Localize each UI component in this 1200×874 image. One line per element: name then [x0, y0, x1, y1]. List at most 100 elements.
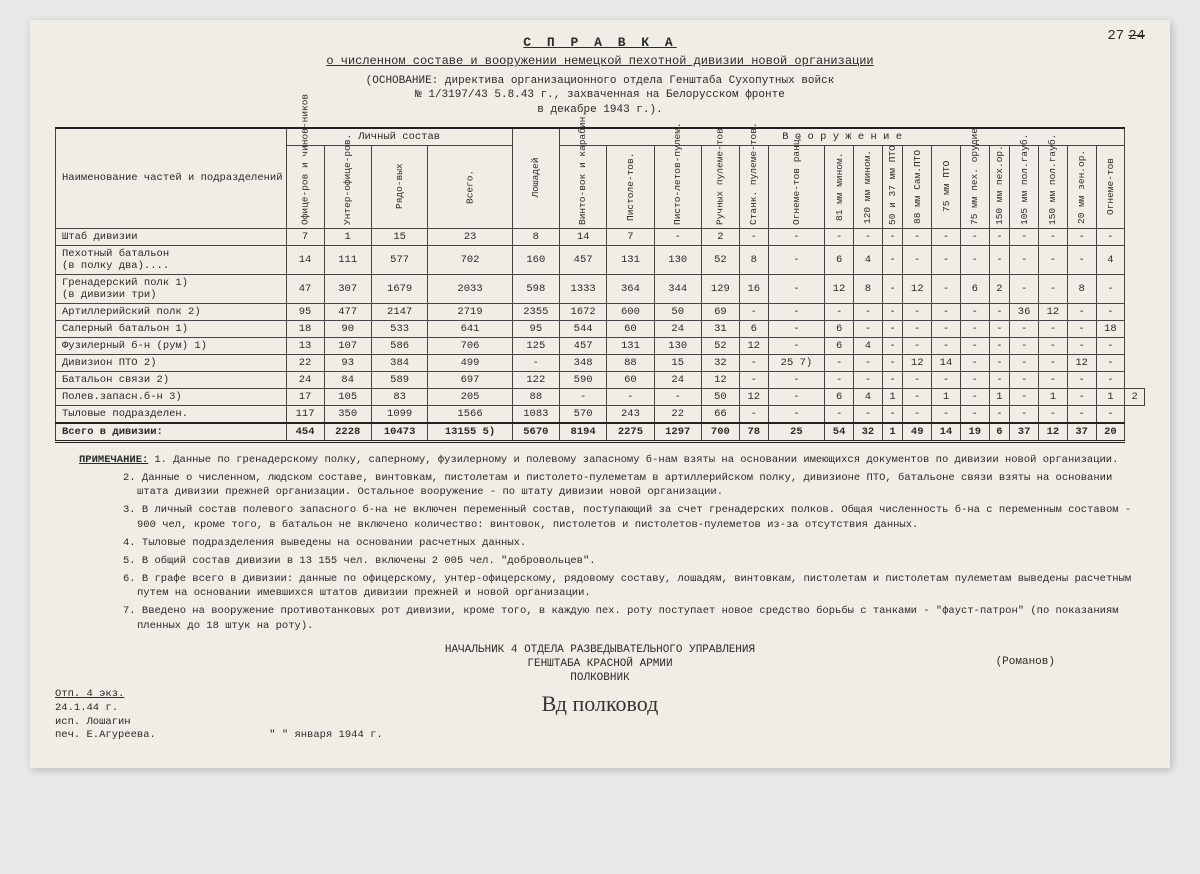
cell: 47 [286, 274, 324, 303]
cell: 130 [654, 337, 701, 354]
cell: 60 [607, 371, 654, 388]
cell: - [903, 303, 932, 320]
cell: 1672 [559, 303, 606, 320]
cell: - [825, 354, 854, 371]
cell: 160 [512, 245, 559, 274]
cell: - [768, 405, 825, 423]
total-cell: 78 [739, 423, 768, 442]
row-unit-name: Дивизион ПТО 2) [56, 354, 287, 371]
total-cell: 2228 [324, 423, 371, 442]
total-cell: 13155 5) [428, 423, 512, 442]
col-20aa: 20 мм зен.ор. [1067, 145, 1096, 228]
cell: 18 [286, 320, 324, 337]
cell: - [1010, 228, 1039, 245]
cell: 586 [371, 337, 428, 354]
cell: - [989, 245, 1010, 274]
cell: 1 [1096, 388, 1125, 405]
cell: - [932, 337, 961, 354]
cell: 7 [286, 228, 324, 245]
page-number: 2724 [1107, 28, 1145, 44]
cell: - [1067, 320, 1096, 337]
cell: 544 [559, 320, 606, 337]
cell: - [989, 371, 1010, 388]
cell: - [989, 337, 1010, 354]
total-cell: 12 [1038, 423, 1067, 442]
cell: 1566 [428, 405, 512, 423]
row-unit-name: Саперный батальон 1) [56, 320, 287, 337]
cell: 6 [739, 320, 768, 337]
cell: 131 [607, 337, 654, 354]
table-row: Пехотный батальон(в полку два)....141115… [56, 245, 1145, 274]
total-cell: 6 [989, 423, 1010, 442]
col-lmg: Ручных пулеме-тов [701, 145, 739, 228]
total-label: Всего в дивизии: [56, 423, 287, 442]
table-row: Фузилерный б-н (рум) 1)13107586706125457… [56, 337, 1145, 354]
table-row: Тыловые подразделен.11735010991566108357… [56, 405, 1145, 423]
total-cell: 2275 [607, 423, 654, 442]
table-row: Полев.запасн.б-н 3)171058320588---5012-6… [56, 388, 1145, 405]
cell: 590 [559, 371, 606, 388]
cell: 2355 [512, 303, 559, 320]
cell: 125 [512, 337, 559, 354]
cell: - [768, 320, 825, 337]
cell: 14 [559, 228, 606, 245]
row-unit-name: Гренадерский полк 1)(в дивизии три) [56, 274, 287, 303]
row-unit-name: Фузилерный б-н (рум) 1) [56, 337, 287, 354]
cell: 8 [739, 245, 768, 274]
col-nco: Унтер-офице-ров. [324, 145, 371, 228]
cell: 8 [853, 274, 882, 303]
cell: - [1067, 303, 1096, 320]
cell: - [1010, 245, 1039, 274]
cell: 129 [701, 274, 739, 303]
cell: 702 [428, 245, 512, 274]
total-cell: 32 [853, 423, 882, 442]
cell: - [853, 354, 882, 371]
col-120mortar: 120 мм мином. [853, 145, 882, 228]
cell: - [882, 303, 903, 320]
total-cell: 19 [960, 423, 989, 442]
cell: - [1067, 371, 1096, 388]
cell: 1333 [559, 274, 606, 303]
cell: - [1010, 337, 1039, 354]
cell: 32 [701, 354, 739, 371]
cell: - [903, 388, 932, 405]
cell: - [739, 354, 768, 371]
table-row: Дивизион ПТО 2)2293384499-348881532-25 7… [56, 354, 1145, 371]
table-row: Батальон связи 2)2484589697122590602412-… [56, 371, 1145, 388]
cell: 2 [701, 228, 739, 245]
col-unit-name: Наименование частей и подразделений [56, 128, 287, 229]
cell: - [853, 320, 882, 337]
cell: - [1010, 388, 1039, 405]
col-88pto: 88 мм Сам.ПТО [903, 145, 932, 228]
cell: - [960, 388, 989, 405]
cell: - [903, 320, 932, 337]
col-pistols: Пистоле-тов. [607, 145, 654, 228]
cell: 205 [428, 388, 512, 405]
col-smg: Писто-летов-пулем. [654, 145, 701, 228]
total-cell: 10473 [371, 423, 428, 442]
cell: 12 [701, 371, 739, 388]
cell: 24 [286, 371, 324, 388]
cell: 93 [324, 354, 371, 371]
table-row: Артиллерийский полк 2)954772147271923551… [56, 303, 1145, 320]
cell: 95 [512, 320, 559, 337]
cell: - [1067, 405, 1096, 423]
cell: 84 [324, 371, 371, 388]
cell: 307 [324, 274, 371, 303]
cell: - [882, 245, 903, 274]
cell: 36 [1010, 303, 1039, 320]
cell: 457 [559, 245, 606, 274]
cell: 131 [607, 245, 654, 274]
cell: 6 [825, 320, 854, 337]
cell: 697 [428, 371, 512, 388]
notes-block: ПРИМЕЧАНИЕ:1. Данные по гренадерскому по… [55, 453, 1145, 633]
cell: - [903, 371, 932, 388]
col-5037pto: 50 и 37 мм ПТО [882, 145, 903, 228]
signature-block: НАЧАЛЬНИК 4 ОТДЕЛА РАЗВЕДЫВАТЕЛЬНОГО УПР… [55, 643, 1145, 718]
doc-basis: (ОСНОВАНИЕ: директива организационного о… [55, 74, 1145, 117]
cell: 6 [825, 245, 854, 274]
cell: 344 [654, 274, 701, 303]
cell: - [882, 337, 903, 354]
cell: - [739, 228, 768, 245]
cell: - [960, 303, 989, 320]
